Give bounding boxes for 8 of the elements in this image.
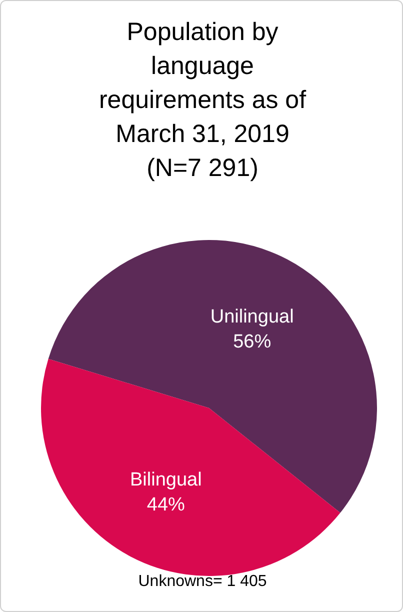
slice-label: Unilingual bbox=[210, 306, 294, 328]
slice-label: Bilingual bbox=[130, 470, 202, 491]
data-label: 56% bbox=[233, 331, 272, 352]
data-label: 44% bbox=[146, 494, 186, 516]
text: Unknowns= 1 405 bbox=[137, 573, 268, 591]
pie-slice bbox=[41, 358, 340, 576]
chart-title: Population by language requirements as of March 31, 2019 (N=7 291) bbox=[98, 17, 308, 184]
pie-slice bbox=[48, 240, 377, 513]
